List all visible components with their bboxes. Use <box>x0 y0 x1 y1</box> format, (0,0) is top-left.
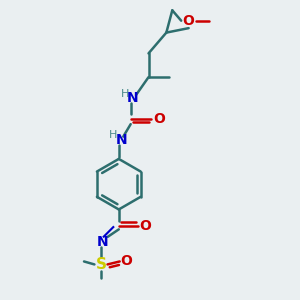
Text: N: N <box>97 235 108 249</box>
Text: O: O <box>120 254 132 268</box>
Text: H: H <box>121 89 130 99</box>
Text: O: O <box>183 14 195 28</box>
Text: O: O <box>153 112 165 126</box>
Text: N: N <box>127 91 139 105</box>
Text: O: O <box>140 219 152 233</box>
Text: N: N <box>116 133 127 147</box>
Text: S: S <box>95 257 106 272</box>
Text: H: H <box>109 130 117 140</box>
